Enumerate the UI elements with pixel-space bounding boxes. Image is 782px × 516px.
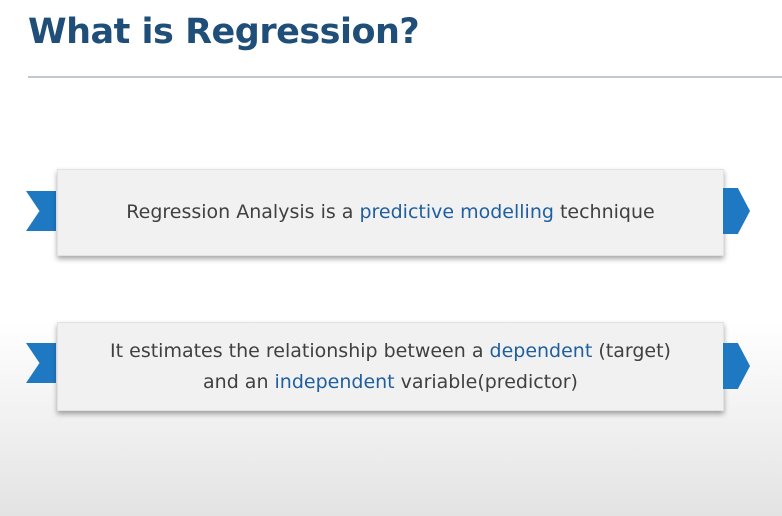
point-1-text-after: technique — [553, 201, 655, 223]
point-2-highlight-independent: independent — [274, 370, 395, 393]
point-1-highlight: predictive modelling — [359, 201, 554, 223]
slide-title: What is Regression? — [28, 12, 420, 52]
point-2-line-1-after: (target) — [592, 339, 671, 362]
chevron-tab-left-icon — [26, 343, 56, 383]
title-divider — [28, 76, 782, 78]
point-box-2: It estimates the relationship between a … — [57, 322, 724, 411]
point-2-text: It estimates the relationship between a … — [110, 336, 671, 398]
chevron-tab-right-icon — [723, 188, 750, 234]
point-1-text: Regression Analysis is a predictive mode… — [126, 197, 654, 228]
point-2-highlight-dependent: dependent — [489, 339, 593, 362]
point-2-line-1-before: It estimates the relationship between a — [110, 339, 490, 362]
chevron-tab-left-icon — [26, 191, 56, 231]
point-2-line-2: and an independent variable(predictor) — [110, 367, 671, 398]
point-2-line-1: It estimates the relationship between a … — [110, 336, 671, 367]
point-2-line-2-before: and an — [203, 370, 275, 393]
chevron-tab-right-icon — [723, 343, 750, 389]
point-2-line-2-after: variable(predictor) — [394, 370, 578, 393]
point-1-text-before: Regression Analysis is a — [126, 201, 360, 223]
point-box-1: Regression Analysis is a predictive mode… — [57, 169, 724, 256]
